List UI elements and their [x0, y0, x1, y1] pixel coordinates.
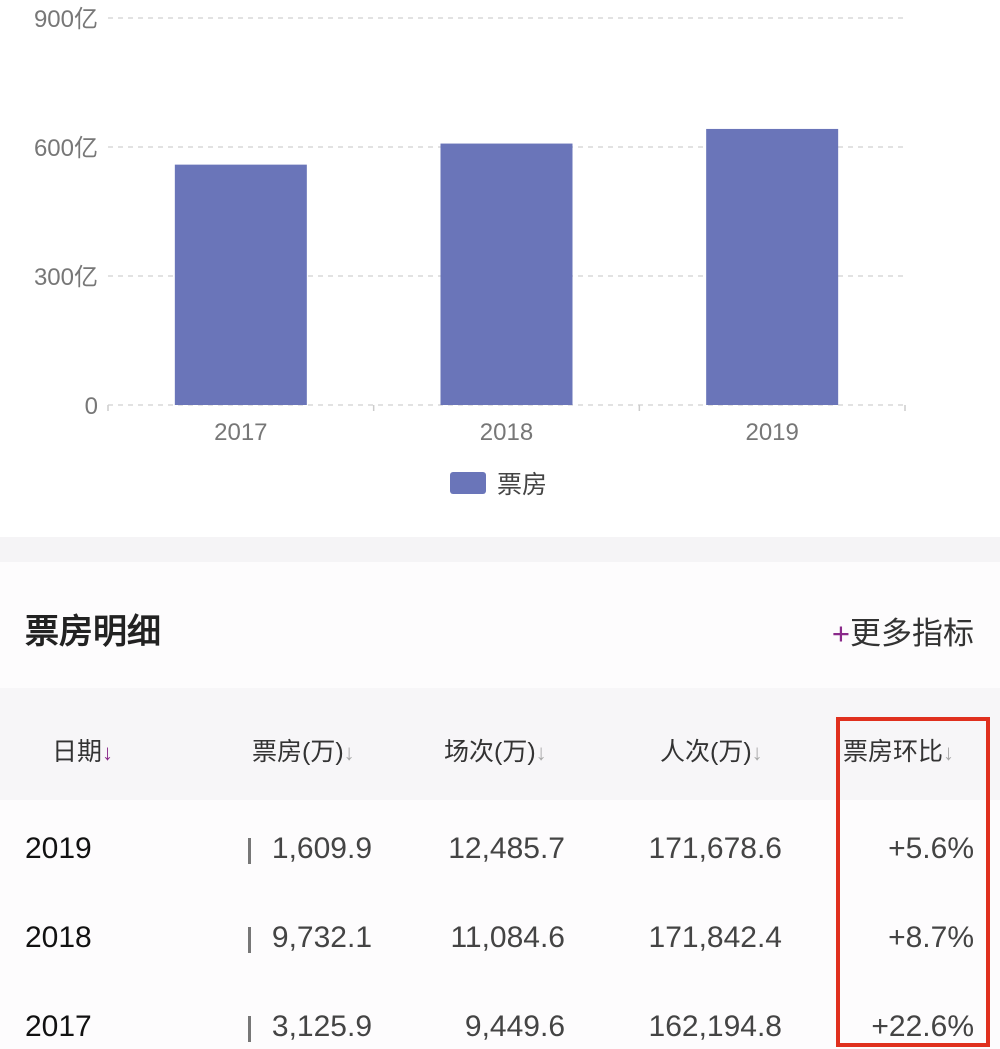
box-office-detail-section [0, 562, 1000, 1049]
x-tick-label: 2019 [745, 419, 798, 446]
cell-box-office-clipped-digit [248, 927, 251, 953]
cell-box-office-clipped-digit [248, 838, 251, 864]
cell-admissions: 171,678.6 [648, 832, 782, 865]
header-shows[interactable]: 场次(万)↓ [444, 732, 547, 768]
y-tick-label: 900亿 [34, 6, 98, 33]
header-label: 日期 [52, 738, 103, 766]
y-tick-label: 300亿 [34, 264, 98, 291]
cell-shows: 12,485.7 [448, 832, 565, 865]
more-metrics-button[interactable]: +更多指标 [832, 608, 974, 653]
cell-box-office: 3,125.9 [271, 1010, 372, 1043]
section-title: 票房明细 [25, 613, 161, 651]
bar-2018 [440, 143, 573, 405]
table-header [0, 688, 1000, 800]
cell-date: 2018 [25, 921, 92, 954]
sort-arrow-icon: ↓ [102, 740, 114, 765]
sort-arrow-icon: ↓ [343, 740, 355, 765]
y-tick-label: 0 [85, 393, 98, 420]
header-box-office-change[interactable]: 票房环比↓ [843, 732, 954, 768]
cell-shows: 11,084.6 [450, 921, 565, 954]
header-label: 场次(万) [444, 738, 536, 766]
bar-2017 [174, 164, 307, 405]
highlight-box [836, 717, 990, 1047]
cell-box-office-clipped-digit [248, 1016, 251, 1042]
plus-icon: + [831, 616, 850, 651]
cell-box-office-change: +8.7% [888, 921, 974, 954]
sort-arrow-icon: ↓ [535, 740, 547, 765]
cell-box-office: 1,609.9 [271, 832, 372, 865]
sort-arrow-icon: ↓ [943, 740, 955, 765]
header-box-office[interactable]: 票房(万)↓ [252, 732, 355, 768]
x-tick-label: 2018 [480, 419, 533, 446]
header-date[interactable]: 日期↓ [52, 732, 113, 768]
cell-box-office-change: +5.6% [888, 832, 974, 865]
header-label: 票房环比 [843, 738, 944, 766]
header-label: 人次(万) [660, 738, 752, 766]
legend-label: 票房 [497, 470, 547, 499]
sort-arrow-icon: ↓ [751, 740, 763, 765]
cell-date: 2017 [25, 1010, 92, 1043]
cell-admissions: 162,194.8 [648, 1010, 782, 1043]
y-tick-label: 600亿 [34, 135, 98, 162]
bar-2019 [706, 128, 839, 405]
header-label: 票房(万) [252, 738, 344, 766]
x-tick-label: 2017 [214, 419, 267, 446]
cell-shows: 9,449.6 [464, 1010, 565, 1043]
bar-chart: 0 300亿 600亿 900亿 2017 2018 2019 票房 [34, 6, 906, 499]
more-metrics-label: 更多指标 [850, 616, 974, 651]
cell-admissions: 171,842.4 [648, 921, 782, 954]
header-admissions[interactable]: 人次(万)↓ [660, 732, 763, 768]
cell-date: 2019 [25, 832, 92, 865]
legend-swatch [450, 472, 486, 494]
cell-box-office: 9,732.1 [271, 921, 372, 954]
section-divider [0, 537, 1000, 562]
cell-box-office-change: +22.6% [871, 1010, 974, 1043]
